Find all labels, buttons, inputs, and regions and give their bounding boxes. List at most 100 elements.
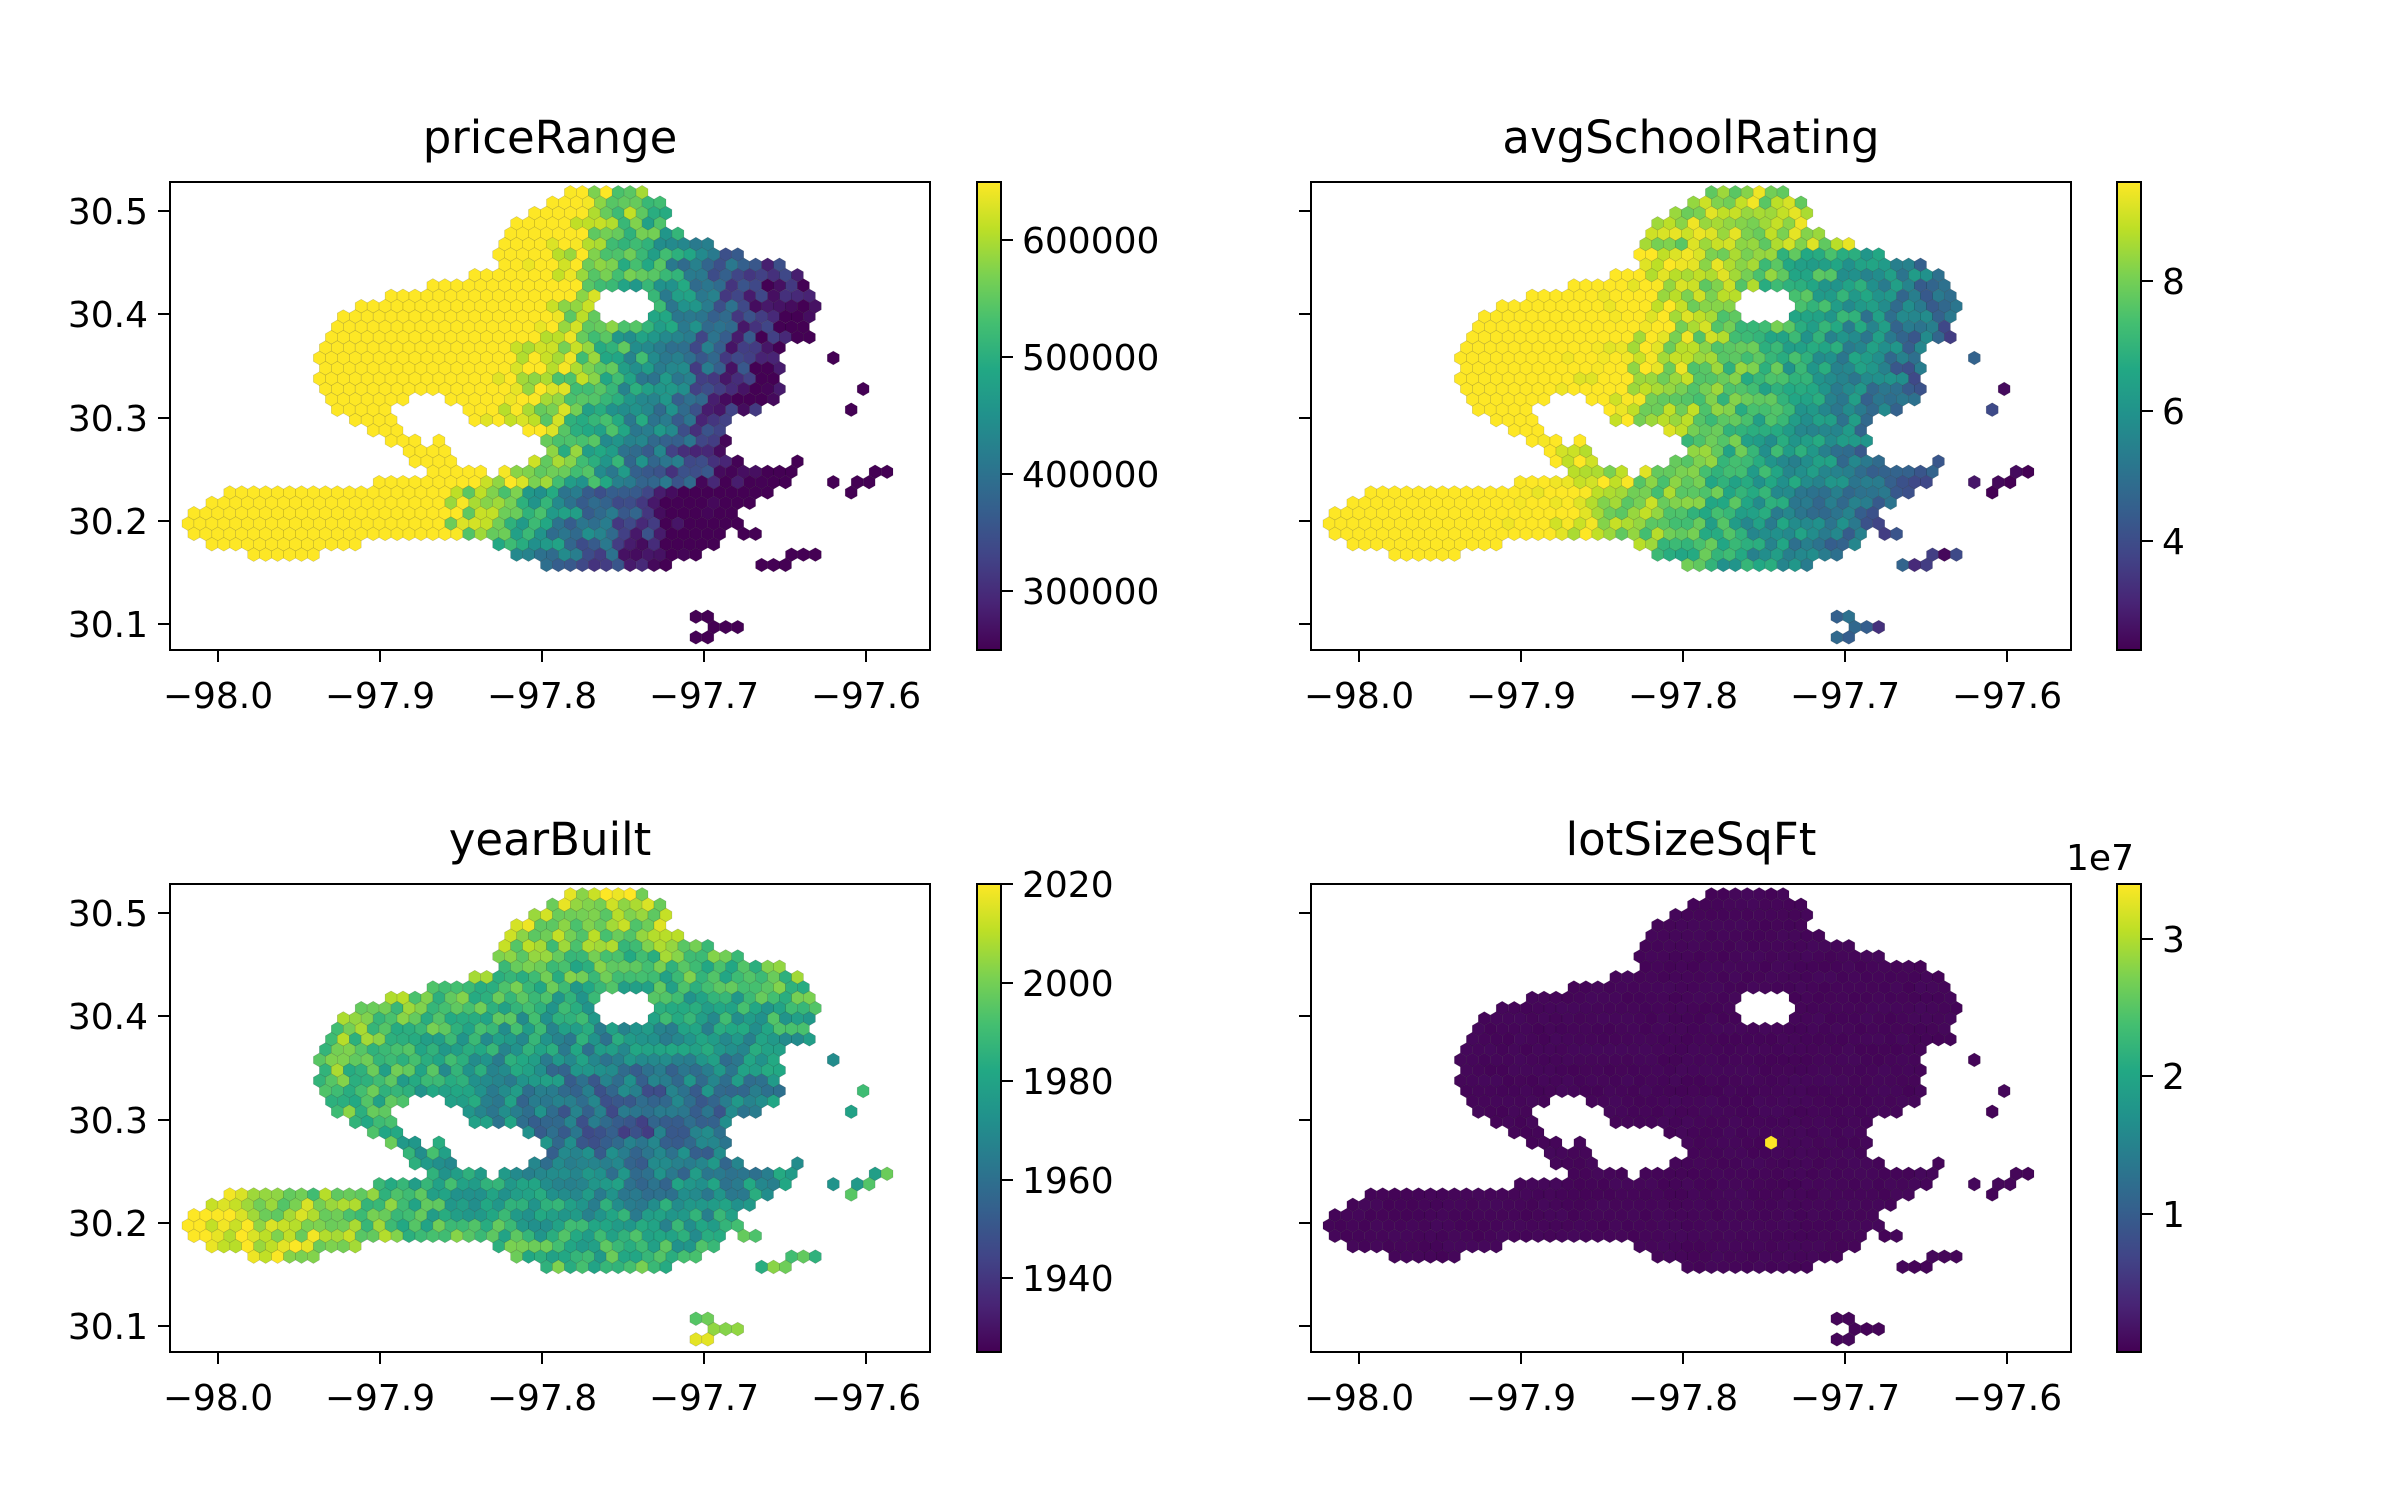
x-tick-label: −98.0 xyxy=(163,676,273,717)
hexbin-cell xyxy=(1830,1332,1844,1347)
hexbin-cell xyxy=(1424,1249,1437,1264)
hexbin-cell xyxy=(1436,547,1449,562)
hexbin-cell xyxy=(408,454,422,469)
hexbin-cell xyxy=(689,1249,703,1264)
colorbar-tick-label: 2000 xyxy=(1022,964,1114,1005)
hexbin-cell xyxy=(635,557,649,573)
x-tick-label: −97.7 xyxy=(1790,1378,1900,1419)
hexbin-cell xyxy=(396,392,410,407)
x-tick-label: −97.6 xyxy=(1952,676,2062,717)
hexbin-cell xyxy=(844,402,858,417)
x-tick: −97.7 xyxy=(649,650,759,717)
hexbin-cell xyxy=(1902,485,1915,500)
hexbin-cell xyxy=(468,412,482,428)
y-axis xyxy=(1299,912,1311,1327)
plot-frame xyxy=(169,181,931,651)
hexbin-cell xyxy=(1985,1104,1999,1119)
colorbar-tick-label: 2020 xyxy=(1022,865,1114,906)
hexbin-cell xyxy=(205,537,219,552)
hexbin-cell xyxy=(1388,547,1401,562)
hexbin-cell xyxy=(295,1249,308,1264)
x-tick: −97.9 xyxy=(1466,650,1576,717)
hexbin-cell xyxy=(826,1176,840,1192)
y-axis: 30.1 30.2 30.3 30.4 30.5 xyxy=(68,894,170,1348)
hexbin-cell xyxy=(1549,454,1563,469)
hexbin-cell xyxy=(856,381,870,397)
y-tick-label: 30.5 xyxy=(68,192,148,233)
colorbar-gradient xyxy=(976,181,1002,651)
hexbin-cell xyxy=(779,474,792,490)
colorbar-tick-label: 2 xyxy=(2162,1057,2185,1098)
x-axis: −98.0 −97.9 −97.8 −97.7 −97.6 xyxy=(163,1352,921,1419)
x-tick: −97.6 xyxy=(1952,1352,2062,1419)
hexbin-cell xyxy=(767,392,780,407)
hexbin-cell xyxy=(1717,557,1730,573)
x-tick: −97.6 xyxy=(1952,650,2062,717)
hexbin-cell xyxy=(1908,557,1921,573)
hexbin-cell xyxy=(1872,619,1885,635)
hexbin-cell xyxy=(1908,392,1921,407)
hexbin-cell xyxy=(1938,278,1951,293)
hexbin-cell xyxy=(1950,547,1963,562)
hexbin-cell xyxy=(1818,1249,1832,1264)
y-tick-label: 30.3 xyxy=(68,1101,148,1142)
hexbin-cell xyxy=(283,547,296,562)
hexbin-cell xyxy=(677,547,691,562)
hexbin-cell xyxy=(1902,1187,1915,1202)
hexbin-cell xyxy=(755,1259,768,1275)
hexbin-cell xyxy=(1490,412,1503,428)
hexbin-cell xyxy=(444,392,458,407)
hexbin-cell xyxy=(1890,526,1903,542)
y-tick: 30.5 xyxy=(68,894,170,935)
x-tick-label: −97.8 xyxy=(1628,676,1738,717)
colorbar-gradient xyxy=(2116,181,2142,651)
hexbin-cell xyxy=(1466,537,1479,552)
panel-avgSchoolRating: avgSchoolRating −98.0 −97.9 −97.8 −97.7 … xyxy=(1299,111,2185,717)
hexbin-cell xyxy=(229,537,242,552)
colorbar-tick-label: 1980 xyxy=(1022,1062,1114,1103)
hexbin-cell xyxy=(1908,1259,1921,1275)
colorbar-gradient xyxy=(2116,883,2142,1353)
hexbin-cell xyxy=(247,547,260,562)
hexbin-cell xyxy=(862,1176,876,1192)
y-tick: 30.1 xyxy=(68,1307,170,1348)
colorbar-tick: 400000 xyxy=(1001,455,1159,496)
colorbar-tick: 3 xyxy=(2141,920,2185,961)
x-tick-label: −97.9 xyxy=(1466,1378,1576,1419)
colorbar-tick: 6 xyxy=(2141,392,2185,433)
hexbin-cell xyxy=(773,381,786,397)
hexbin-cell xyxy=(797,1249,810,1264)
hexbin-cell xyxy=(1478,537,1491,552)
x-tick-label: −97.7 xyxy=(649,1378,759,1419)
hexbin-cell xyxy=(1746,980,1760,995)
hexbin-cell xyxy=(743,495,756,511)
colorbar-tick-label: 500000 xyxy=(1022,338,1159,379)
hexbin-cell xyxy=(1968,1052,1981,1068)
x-axis: −98.0 −97.9 −97.8 −97.7 −97.6 xyxy=(1304,1352,2062,1419)
hexbin-cell xyxy=(749,1228,762,1244)
colorbar-tick-label: 6 xyxy=(2162,392,2185,433)
y-tick: 30.2 xyxy=(68,1204,170,1245)
x-tick: −98.0 xyxy=(1304,650,1414,717)
hexbin-cell xyxy=(1400,1249,1413,1264)
hexbin-cell xyxy=(1633,412,1646,428)
hexbin-cell xyxy=(1830,547,1844,562)
hexbin-cell xyxy=(1997,1083,2011,1099)
hexbin-cell xyxy=(1663,547,1676,562)
hexbin-cell xyxy=(617,980,631,995)
hexbin-cell xyxy=(480,412,494,428)
hexbin-cell xyxy=(1412,1249,1425,1264)
colorbar-tick: 2000 xyxy=(1001,964,1114,1005)
hexbin-cell xyxy=(1788,557,1802,573)
hexbin-cell xyxy=(325,537,338,552)
hexbin-cell xyxy=(689,1311,703,1326)
colorbar: 4 6 8 xyxy=(2116,181,2185,651)
hexbin-cell xyxy=(689,630,703,645)
hexbin-cell xyxy=(1944,330,1957,345)
hexbin-cell xyxy=(1681,557,1694,573)
hexbin-cell xyxy=(2003,474,2017,490)
hexbin-cell xyxy=(767,1259,780,1275)
hexbin-cell xyxy=(1920,1176,1933,1192)
colorbar: 1e7 1 2 3 xyxy=(2066,838,2185,1353)
